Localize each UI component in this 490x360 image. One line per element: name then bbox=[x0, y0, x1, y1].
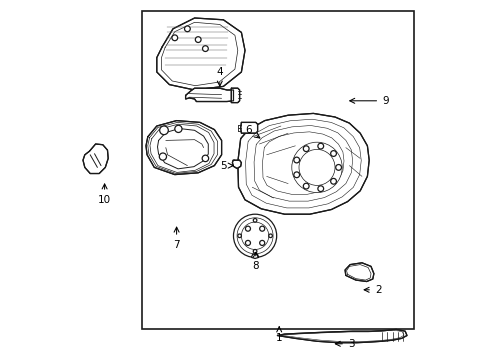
Circle shape bbox=[253, 249, 257, 253]
Circle shape bbox=[245, 226, 250, 231]
Circle shape bbox=[331, 150, 337, 156]
Circle shape bbox=[160, 126, 169, 135]
Polygon shape bbox=[83, 144, 108, 174]
Polygon shape bbox=[157, 18, 245, 90]
Circle shape bbox=[202, 155, 209, 162]
Circle shape bbox=[318, 186, 323, 192]
Circle shape bbox=[245, 240, 250, 246]
Circle shape bbox=[303, 146, 309, 152]
Circle shape bbox=[318, 143, 323, 149]
Polygon shape bbox=[345, 263, 374, 282]
Polygon shape bbox=[241, 122, 258, 133]
Text: 5: 5 bbox=[220, 161, 233, 171]
Circle shape bbox=[237, 218, 273, 254]
Bar bbox=[143, 11, 414, 329]
Circle shape bbox=[238, 234, 242, 238]
Circle shape bbox=[292, 142, 342, 193]
Circle shape bbox=[260, 226, 265, 231]
Polygon shape bbox=[251, 254, 259, 258]
Circle shape bbox=[185, 26, 190, 32]
Circle shape bbox=[294, 157, 299, 163]
Circle shape bbox=[269, 234, 272, 238]
Text: 9: 9 bbox=[350, 96, 389, 106]
Polygon shape bbox=[277, 329, 407, 343]
Circle shape bbox=[172, 35, 178, 41]
Circle shape bbox=[299, 149, 335, 185]
Circle shape bbox=[336, 165, 342, 170]
Text: 2: 2 bbox=[364, 285, 382, 295]
Circle shape bbox=[175, 125, 182, 132]
Circle shape bbox=[233, 214, 277, 257]
Circle shape bbox=[242, 222, 269, 249]
Polygon shape bbox=[146, 121, 221, 175]
Polygon shape bbox=[186, 88, 233, 102]
Circle shape bbox=[202, 46, 208, 51]
Text: 6: 6 bbox=[245, 125, 260, 138]
Circle shape bbox=[159, 153, 167, 160]
Circle shape bbox=[303, 183, 309, 189]
Polygon shape bbox=[232, 160, 242, 168]
Circle shape bbox=[294, 172, 299, 178]
Text: 7: 7 bbox=[173, 227, 180, 250]
Circle shape bbox=[260, 240, 265, 246]
Polygon shape bbox=[238, 113, 369, 214]
Text: 8: 8 bbox=[252, 252, 259, 271]
Text: 4: 4 bbox=[217, 67, 223, 86]
Text: 1: 1 bbox=[276, 327, 283, 343]
Circle shape bbox=[331, 179, 337, 184]
Text: 10: 10 bbox=[98, 184, 111, 205]
Text: 3: 3 bbox=[335, 339, 354, 349]
Polygon shape bbox=[231, 88, 240, 103]
Circle shape bbox=[196, 37, 201, 42]
Circle shape bbox=[253, 219, 257, 222]
